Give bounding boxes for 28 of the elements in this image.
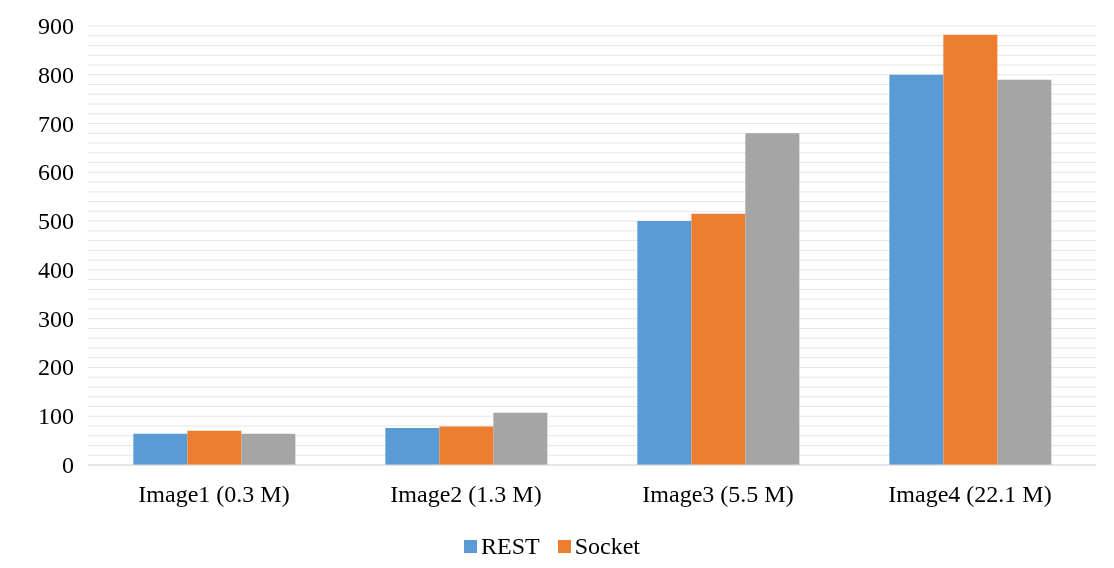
y-tick-label: 600 (38, 159, 74, 186)
y-tick-label: 400 (38, 256, 74, 283)
bar (385, 427, 440, 465)
y-tick-label: 300 (38, 305, 74, 332)
bar (187, 430, 242, 465)
y-tick-label: 200 (38, 354, 74, 381)
x-tick-label: Image3 (5.5 M) (642, 481, 794, 508)
y-tick-label: 900 (38, 13, 74, 39)
y-tick-label: 500 (38, 208, 74, 235)
x-tick-label: Image4 (22.1 M) (888, 481, 1052, 508)
bar (439, 426, 494, 465)
bar (997, 79, 1052, 465)
y-tick-label: 800 (38, 61, 74, 88)
x-tick-label: Image1 (0.3 M) (138, 481, 290, 508)
y-tick-label: 100 (38, 403, 74, 430)
bar (691, 213, 746, 465)
bar (493, 412, 548, 465)
legend-label: REST (480, 533, 540, 560)
bar (745, 133, 800, 465)
legend-label: Socket (574, 533, 640, 560)
y-tick-label: 0 (62, 452, 74, 478)
bar (241, 433, 296, 465)
y-tick-label: 700 (38, 110, 74, 137)
bar (889, 74, 944, 465)
bar (637, 221, 692, 465)
x-tick-label: Image2 (1.3 M) (390, 481, 542, 508)
bar (943, 34, 998, 465)
bar (133, 433, 188, 465)
